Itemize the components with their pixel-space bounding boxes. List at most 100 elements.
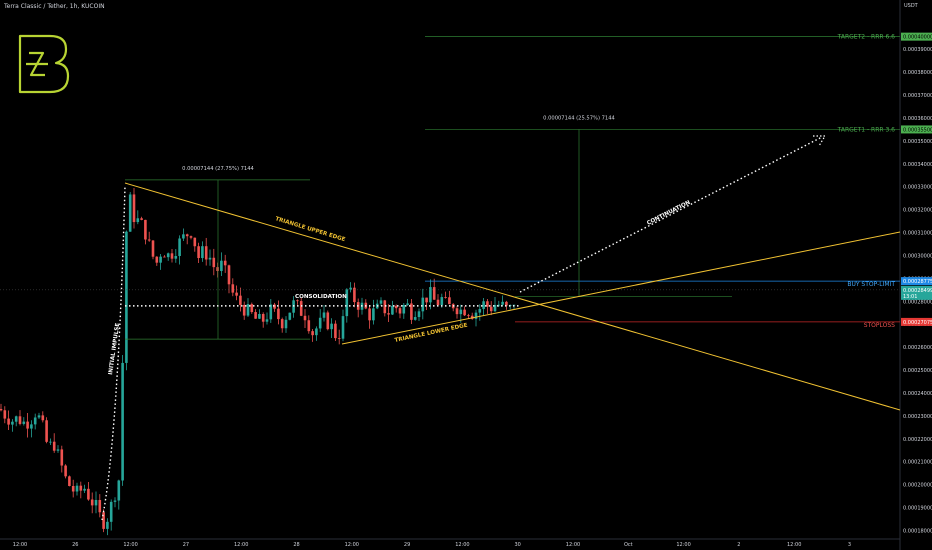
candle-body bbox=[52, 441, 56, 451]
candle-body bbox=[288, 312, 292, 320]
candle-body bbox=[128, 194, 132, 232]
projection-measure-label: 0.00007144 (25.57%) 7144 bbox=[543, 115, 615, 121]
candle-body bbox=[220, 260, 223, 272]
candle-body bbox=[204, 246, 208, 260]
candle-body bbox=[174, 256, 178, 259]
candle-body bbox=[18, 416, 22, 424]
candle-body bbox=[98, 499, 102, 513]
candle-body bbox=[79, 485, 83, 491]
y-tick-label: 0.00033000 bbox=[903, 185, 932, 191]
candle-body bbox=[254, 312, 257, 319]
candle-body bbox=[459, 309, 463, 315]
candle-body bbox=[163, 256, 166, 258]
last-price-tag: 0.00028499 bbox=[903, 288, 932, 294]
candle-body bbox=[45, 420, 48, 442]
candle-body bbox=[125, 231, 128, 363]
candle-body bbox=[345, 289, 349, 317]
target2-label: TARGET2 - RRR 6.6 bbox=[837, 34, 896, 41]
candle-body bbox=[444, 297, 447, 298]
continuation-label: CONTINUATION bbox=[646, 200, 692, 227]
triangle-lower-edge bbox=[341, 231, 901, 345]
candle-body bbox=[417, 311, 421, 318]
candle-body bbox=[11, 421, 14, 425]
candle-body bbox=[322, 312, 326, 318]
x-tick-label: 26 bbox=[72, 542, 78, 548]
candle-body bbox=[121, 362, 124, 481]
target1-label: TARGET1 - RRR 3.6 bbox=[837, 126, 896, 133]
candle-body bbox=[33, 417, 37, 425]
x-tick-label: 30 bbox=[515, 542, 521, 548]
continuation-arrow-head bbox=[813, 135, 827, 147]
candle-body bbox=[94, 499, 98, 506]
candle-body bbox=[182, 234, 185, 239]
candle-body bbox=[106, 521, 109, 529]
candle-body bbox=[467, 315, 470, 317]
candle-body bbox=[448, 297, 451, 305]
y-tick-label: 0.00018000 bbox=[903, 528, 932, 534]
candle-body bbox=[261, 314, 265, 322]
candle-body bbox=[246, 304, 250, 316]
candle-body bbox=[353, 287, 356, 303]
candle-body bbox=[493, 304, 497, 312]
candle-body bbox=[307, 320, 311, 332]
candle-body bbox=[486, 301, 489, 307]
stoploss-price-tag-bg bbox=[901, 317, 932, 326]
y-tick-label: 0.00028000 bbox=[903, 299, 932, 305]
y-tick-label: 0.00031000 bbox=[903, 231, 932, 237]
candle-body bbox=[113, 500, 117, 502]
impulse-dotted-path bbox=[101, 185, 126, 521]
candle-body bbox=[398, 308, 402, 314]
candle-body bbox=[159, 256, 162, 263]
candle-body bbox=[22, 421, 26, 424]
candle-body bbox=[337, 338, 341, 339]
candle-body bbox=[474, 312, 478, 319]
continuation-dotted-line bbox=[519, 136, 823, 293]
candle-body bbox=[258, 314, 261, 319]
candle-body bbox=[75, 485, 79, 492]
candle-body bbox=[193, 237, 197, 247]
candle-body bbox=[402, 304, 406, 314]
candle-body bbox=[185, 234, 189, 237]
target2-price-tag-bg bbox=[901, 32, 932, 41]
candle-body bbox=[341, 316, 345, 339]
candle-body bbox=[478, 309, 482, 313]
candle-body bbox=[489, 306, 493, 312]
candle-body bbox=[318, 317, 322, 329]
candle-body bbox=[284, 319, 288, 329]
x-tick-label: 12:00 bbox=[123, 542, 137, 548]
candle-body bbox=[303, 315, 307, 321]
stoploss-label: STOPLOSS bbox=[864, 322, 895, 329]
x-tick-label: 12:00 bbox=[345, 542, 359, 548]
buy-stop-price-tag-bg bbox=[901, 277, 932, 286]
candle-body bbox=[273, 304, 276, 309]
x-tick-label: 12:00 bbox=[455, 542, 469, 548]
last-price-tag-bg bbox=[901, 285, 932, 300]
candle-body bbox=[41, 415, 45, 421]
logo-b-shape bbox=[18, 34, 70, 94]
candle-body bbox=[296, 300, 299, 302]
candle-body bbox=[505, 301, 508, 306]
candle-body bbox=[223, 260, 227, 266]
candle-body bbox=[372, 308, 375, 321]
y-tick-label: 0.00020000 bbox=[903, 483, 932, 489]
candle-body bbox=[178, 238, 181, 257]
brand-logo bbox=[18, 34, 70, 94]
candle-body bbox=[208, 257, 212, 260]
candle-body bbox=[87, 488, 90, 500]
candle-body bbox=[349, 287, 352, 290]
y-tick-label: 0.00035000 bbox=[903, 139, 932, 145]
candle-body bbox=[315, 328, 318, 336]
candle-body bbox=[311, 331, 314, 336]
candle-body bbox=[117, 480, 121, 501]
triangle-upper-edge bbox=[124, 182, 901, 411]
candle-body bbox=[299, 301, 303, 316]
x-tick-label: 2 bbox=[737, 542, 740, 548]
candle-body bbox=[242, 304, 246, 316]
candle-body bbox=[56, 449, 60, 451]
y-tick-label: 0.00036000 bbox=[903, 116, 932, 122]
candle-body bbox=[166, 253, 170, 258]
candle-body bbox=[26, 421, 29, 429]
x-tick-label: 3 bbox=[848, 542, 851, 548]
countdown-tag: 13:01 bbox=[903, 294, 917, 300]
